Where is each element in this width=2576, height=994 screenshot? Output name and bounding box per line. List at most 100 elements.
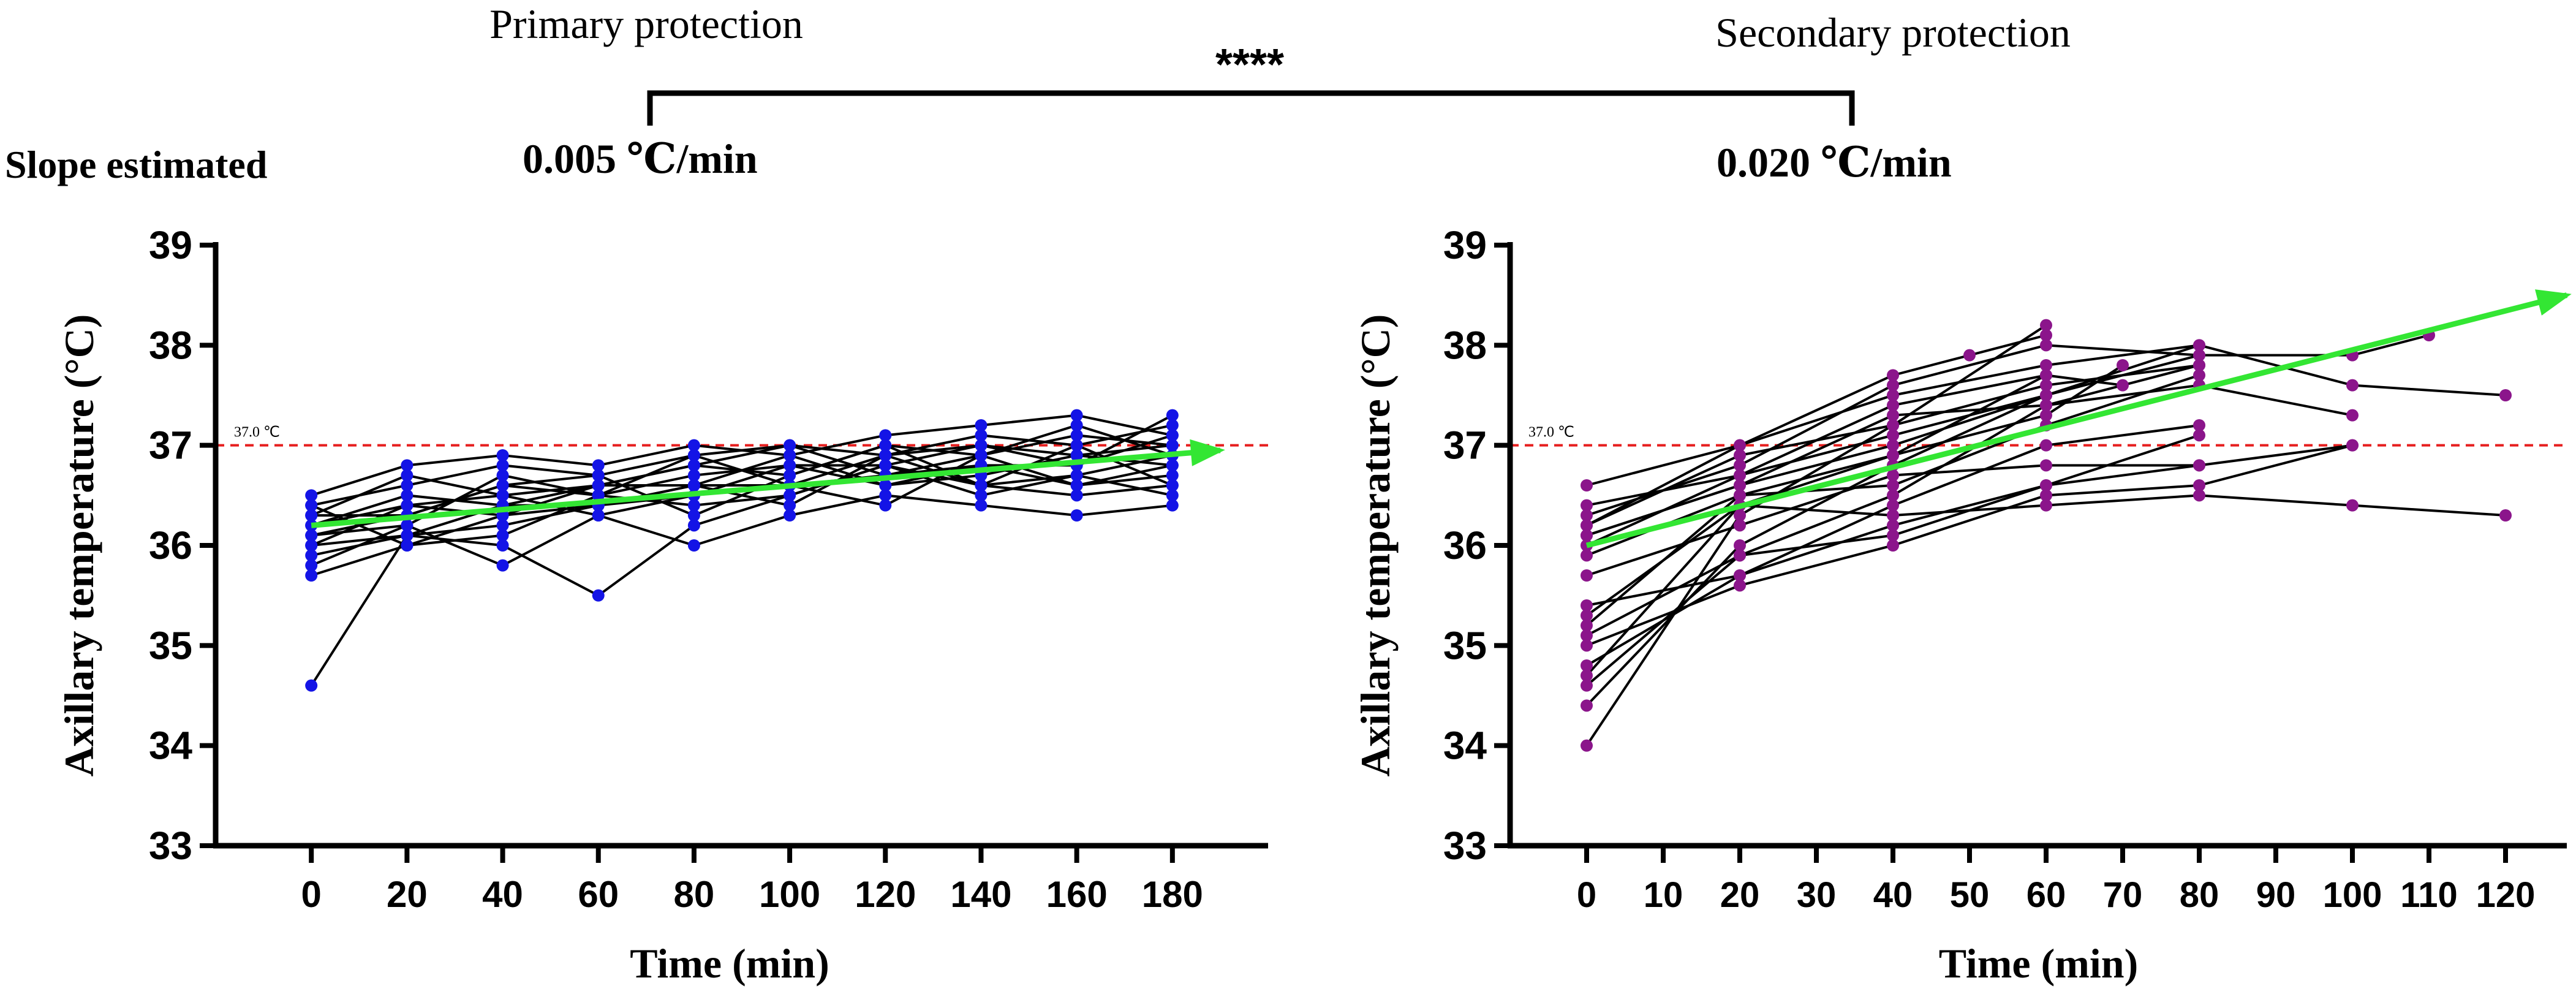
secondary-data-point bbox=[2040, 329, 2052, 341]
secondary-data-point bbox=[1734, 549, 1746, 562]
primary-data-point bbox=[592, 509, 605, 522]
primary-x-tick-label: 180 bbox=[1142, 874, 1203, 915]
secondary-data-point bbox=[2193, 339, 2205, 352]
secondary-x-tick-label: 60 bbox=[2026, 875, 2066, 915]
secondary-series-line-T4 bbox=[1585, 324, 2047, 746]
secondary-data-point bbox=[2193, 359, 2205, 371]
secondary-x-tick-label: 10 bbox=[1644, 875, 1683, 915]
secondary-data-point bbox=[1581, 629, 1593, 642]
primary-y-tick-label: 35 bbox=[149, 623, 192, 667]
secondary-data-point bbox=[1734, 509, 1746, 522]
primary-data-point bbox=[305, 559, 318, 572]
primary-data-point bbox=[401, 489, 414, 502]
secondary-x-tick-label: 50 bbox=[1950, 875, 1990, 915]
secondary-x-tick-label: 110 bbox=[2400, 875, 2458, 915]
primary-x-tick-label: 0 bbox=[301, 874, 321, 915]
secondary-data-point bbox=[1963, 349, 1976, 362]
primary-data-point bbox=[305, 489, 318, 502]
primary-data-point bbox=[1070, 449, 1083, 461]
primary-group-title: Primary protection bbox=[489, 1, 803, 47]
secondary-data-point bbox=[1734, 519, 1746, 532]
secondary-data-point bbox=[2346, 409, 2359, 422]
secondary-data-point bbox=[2193, 489, 2205, 502]
secondary-data-point bbox=[1581, 659, 1593, 672]
primary-data-point bbox=[305, 509, 318, 522]
primary-series-line-S15 bbox=[311, 444, 1173, 527]
primary-data-point bbox=[1070, 479, 1083, 491]
secondary-data-point bbox=[2040, 319, 2052, 332]
significance-bracket bbox=[647, 90, 1855, 126]
primary-data-point bbox=[305, 539, 318, 552]
secondary-data-point bbox=[1887, 379, 1899, 392]
secondary-data-point bbox=[1887, 369, 1899, 382]
primary-data-point bbox=[1166, 459, 1179, 472]
primary-data-point bbox=[496, 469, 509, 482]
secondary-data-point bbox=[1734, 489, 1746, 502]
primary-data-point bbox=[496, 449, 509, 461]
primary-data-point bbox=[305, 549, 318, 562]
primary-x-tick-label: 40 bbox=[482, 874, 523, 915]
primary-protection-panel: 37.0 ℃ 33 34 35 36 37 38 39 0 20 40 60 80 100 120 140 16… bbox=[56, 223, 1268, 987]
secondary-series-line-T5 bbox=[1585, 494, 2506, 617]
primary-data-point bbox=[305, 569, 318, 582]
primary-data-point bbox=[401, 539, 414, 552]
secondary-y-tick-label: 36 bbox=[1443, 523, 1487, 567]
primary-data-point bbox=[784, 459, 796, 472]
secondary-data-point bbox=[1581, 679, 1593, 692]
secondary-group-title: Secondary protection bbox=[1715, 9, 2071, 56]
secondary-data-point bbox=[1887, 409, 1899, 422]
secondary-data-point bbox=[2040, 389, 2052, 401]
primary-data-point bbox=[975, 479, 988, 491]
secondary-x-tick-label: 20 bbox=[1720, 875, 1760, 915]
secondary-data-point bbox=[1887, 489, 1899, 502]
primary-data-point bbox=[496, 559, 509, 572]
primary-data-point bbox=[687, 479, 700, 491]
primary-data-point bbox=[592, 469, 605, 482]
secondary-x-tick-label: 100 bbox=[2323, 875, 2382, 915]
primary-data-point bbox=[687, 449, 700, 461]
secondary-data-point bbox=[1581, 529, 1593, 542]
primary-y-tick-label: 38 bbox=[149, 323, 192, 367]
primary-data-point bbox=[975, 419, 988, 431]
secondary-trend-arrowhead bbox=[2535, 289, 2572, 316]
secondary-x-tick-label: 80 bbox=[2180, 875, 2219, 915]
primary-x-tick-label: 160 bbox=[1046, 874, 1108, 915]
primary-data-point bbox=[401, 479, 414, 491]
secondary-data-point bbox=[1581, 599, 1593, 612]
primary-data-point bbox=[592, 489, 605, 502]
primary-x-tick-label: 140 bbox=[950, 874, 1011, 915]
significance-stars: **** bbox=[1215, 40, 1284, 89]
primary-trend-arrowhead bbox=[1190, 439, 1225, 466]
primary-data-point bbox=[879, 479, 892, 491]
primary-x-tick-label: 120 bbox=[855, 874, 916, 915]
primary-data-point bbox=[1166, 429, 1179, 442]
secondary-data-point bbox=[2040, 479, 2052, 491]
primary-data-point bbox=[784, 489, 796, 502]
primary-data-point bbox=[1070, 419, 1083, 431]
primary-trend-line bbox=[311, 447, 1221, 528]
primary-data-point bbox=[975, 489, 988, 502]
primary-data-point bbox=[305, 499, 318, 512]
secondary-data-point bbox=[1887, 519, 1899, 532]
secondary-data-point bbox=[2346, 499, 2359, 512]
primary-data-point bbox=[687, 499, 700, 512]
primary-data-point bbox=[496, 529, 509, 542]
secondary-data-point bbox=[1581, 479, 1593, 491]
secondary-data-point bbox=[1581, 509, 1593, 522]
secondary-data-point bbox=[1581, 569, 1593, 582]
primary-data-point bbox=[496, 539, 509, 552]
primary-x-tick-label: 80 bbox=[674, 874, 715, 915]
primary-data-point bbox=[1070, 429, 1083, 442]
secondary-series-line-T20 bbox=[1586, 394, 2047, 537]
primary-data-point bbox=[592, 589, 605, 602]
secondary-y-tick-label: 37 bbox=[1443, 423, 1487, 468]
secondary-data-point bbox=[2040, 459, 2052, 472]
secondary-data-point bbox=[1734, 459, 1746, 472]
secondary-trend-line bbox=[1585, 292, 2568, 548]
primary-data-point bbox=[1166, 409, 1179, 422]
secondary-data-point bbox=[2193, 479, 2205, 491]
secondary-threshold-label: 37.0 ℃ bbox=[1528, 425, 1574, 441]
secondary-x-tick-label: 0 bbox=[1577, 875, 1596, 915]
secondary-x-tick-label: 30 bbox=[1797, 875, 1837, 915]
primary-data-point bbox=[401, 499, 414, 512]
